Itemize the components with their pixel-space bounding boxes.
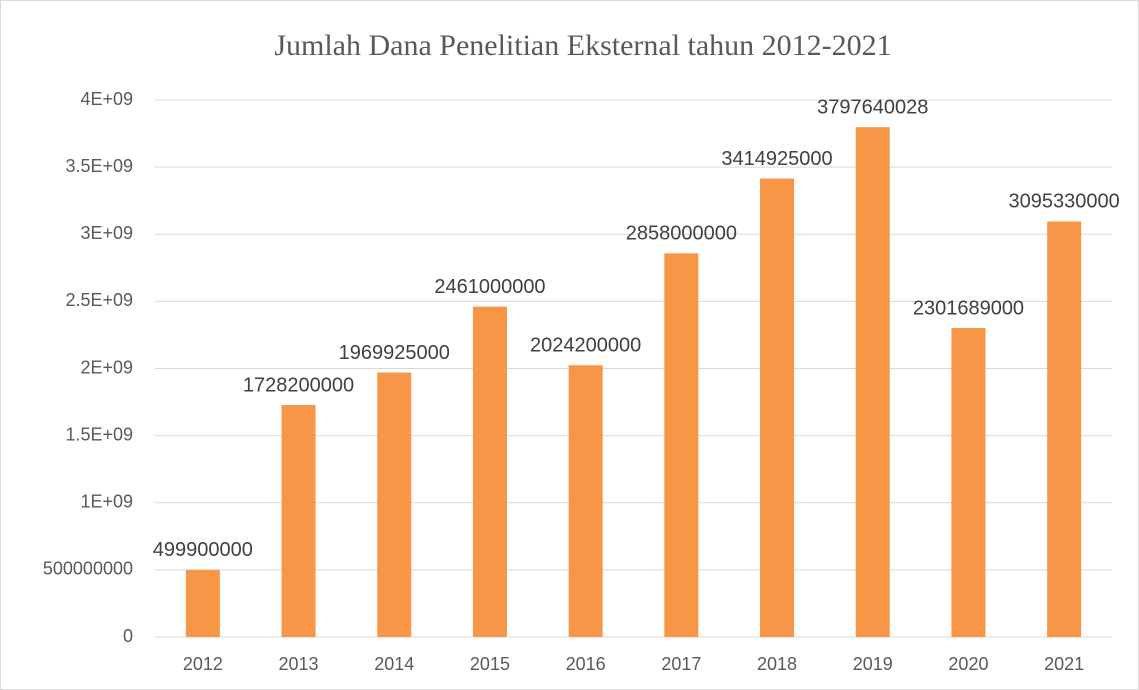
- value-label: 3414925000: [721, 148, 832, 170]
- x-tick-label: 2021: [1044, 654, 1084, 674]
- bar: [855, 127, 890, 638]
- x-tick-label: 2019: [853, 654, 893, 674]
- y-tick-label: 4E+09: [80, 89, 133, 109]
- y-tick-label: 1E+09: [80, 492, 133, 512]
- value-label: 2301689000: [913, 297, 1024, 319]
- chart-title: Jumlah Dana Penelitian Eksternal tahun 2…: [274, 29, 891, 62]
- y-tick-label: 3E+09: [80, 223, 133, 243]
- x-tick-label: 2013: [279, 654, 319, 674]
- value-label: 499900000: [153, 539, 253, 561]
- value-label: 2461000000: [434, 276, 545, 298]
- bar: [760, 178, 795, 637]
- bar: [951, 327, 986, 637]
- bar: [1047, 221, 1082, 637]
- value-label: 2858000000: [626, 223, 737, 245]
- x-tick-label: 2016: [566, 654, 606, 674]
- bar: [664, 253, 699, 637]
- y-tick-label: 2.5E+09: [65, 290, 133, 310]
- y-tick-label: 1.5E+09: [65, 424, 133, 444]
- value-label: 1969925000: [339, 342, 450, 364]
- x-tick-label: 2018: [757, 654, 797, 674]
- value-label: 3797640028: [817, 96, 928, 118]
- x-tick-label: 2015: [470, 654, 510, 674]
- bar: [377, 372, 412, 637]
- y-tick-label: 0: [123, 626, 133, 646]
- value-label: 3095330000: [1009, 191, 1120, 213]
- value-label: 2024200000: [530, 335, 641, 357]
- y-tick-label: 3.5E+09: [65, 156, 133, 176]
- bar: [281, 404, 316, 637]
- y-tick-label: 500000000: [43, 559, 133, 579]
- x-tick-label: 2012: [183, 654, 223, 674]
- value-label: 1728200000: [243, 374, 354, 396]
- y-tick-label: 2E+09: [80, 357, 133, 377]
- bar: [185, 569, 220, 637]
- bar: [568, 365, 603, 637]
- x-tick-label: 2017: [661, 654, 701, 674]
- bar: [472, 306, 507, 637]
- x-tick-label: 2014: [374, 654, 414, 674]
- x-tick-label: 2020: [948, 654, 988, 674]
